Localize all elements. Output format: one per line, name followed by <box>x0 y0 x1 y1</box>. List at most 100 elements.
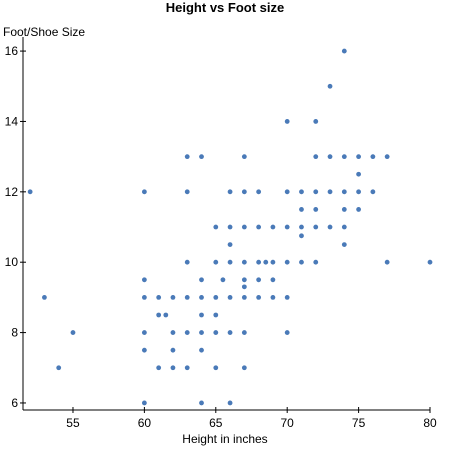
data-point <box>241 330 247 335</box>
data-point <box>170 330 176 335</box>
data-point <box>156 365 162 371</box>
data-point <box>199 277 204 283</box>
data-point <box>327 83 333 89</box>
data-point <box>327 189 333 195</box>
data-point <box>170 365 176 371</box>
data-point <box>184 294 190 300</box>
x-tick-label: 70 <box>281 416 295 430</box>
y-tick-label: 14 <box>5 114 19 128</box>
data-point <box>213 365 219 371</box>
data-point <box>299 259 304 265</box>
data-point <box>241 294 247 300</box>
x-axis-label: Height in inches <box>182 432 268 446</box>
data-point <box>341 242 347 248</box>
y-tick-label: 10 <box>5 255 19 269</box>
y-tick-label: 8 <box>11 326 18 340</box>
data-point <box>141 277 147 283</box>
data-point <box>27 189 33 195</box>
data-point <box>141 189 147 195</box>
y-axis-label: Foot/Shoe Size <box>3 25 86 39</box>
data-point <box>199 330 204 335</box>
data-point <box>327 154 333 160</box>
data-point <box>299 189 304 195</box>
data-point <box>256 224 262 230</box>
data-point <box>156 312 162 318</box>
data-point <box>141 330 147 335</box>
data-point <box>263 259 269 265</box>
data-point <box>220 277 226 283</box>
data-point <box>356 154 361 160</box>
data-point <box>163 312 169 318</box>
data-point <box>313 189 319 195</box>
data-point <box>356 189 361 195</box>
data-point <box>270 259 276 265</box>
data-point <box>170 294 176 300</box>
x-tick-label: 75 <box>352 416 366 430</box>
chart-title: Height vs Foot size <box>165 0 285 15</box>
y-tick-label: 12 <box>5 185 19 199</box>
data-point <box>256 277 262 283</box>
data-point <box>199 347 204 353</box>
data-point <box>427 259 433 265</box>
data-point <box>241 189 247 195</box>
data-point <box>170 347 176 353</box>
data-point <box>184 259 190 265</box>
data-point <box>313 119 319 124</box>
data-point <box>313 259 319 265</box>
data-point <box>356 207 361 212</box>
data-point <box>56 365 62 371</box>
data-point <box>227 224 233 230</box>
data-point <box>341 48 347 54</box>
data-point <box>270 277 276 283</box>
data-point <box>199 312 204 318</box>
data-point <box>299 224 304 230</box>
data-point <box>227 259 233 265</box>
data-point <box>227 400 233 406</box>
x-tick-label: 80 <box>423 416 437 430</box>
y-tick-label: 16 <box>5 44 19 58</box>
data-point <box>341 154 347 160</box>
data-point <box>370 154 376 160</box>
data-point <box>70 330 76 335</box>
data-point <box>313 154 319 160</box>
data-point <box>384 154 390 160</box>
x-tick-label: 55 <box>66 416 80 430</box>
data-point <box>341 189 347 195</box>
data-point <box>184 365 190 371</box>
data-point <box>213 259 219 265</box>
data-point <box>284 189 290 195</box>
data-point <box>256 189 262 195</box>
data-point <box>141 400 147 406</box>
data-point <box>141 347 147 353</box>
data-point <box>284 259 290 265</box>
data-point <box>356 171 361 177</box>
data-point <box>299 207 304 212</box>
data-point <box>313 224 319 230</box>
data-point <box>156 294 162 300</box>
data-point <box>199 154 204 160</box>
data-point <box>213 330 219 335</box>
data-point <box>227 242 233 248</box>
x-tick-label: 65 <box>209 416 223 430</box>
data-point <box>341 207 347 212</box>
data-point <box>256 294 262 300</box>
data-point <box>241 259 247 265</box>
data-point <box>241 284 247 290</box>
data-point <box>270 294 276 300</box>
data-point <box>213 294 219 300</box>
data-point <box>141 294 147 300</box>
data-point <box>184 330 190 335</box>
y-tick-label: 6 <box>11 396 18 410</box>
data-point <box>241 277 247 283</box>
data-point <box>227 189 233 195</box>
data-point <box>184 189 190 195</box>
data-point <box>341 224 347 230</box>
data-point <box>299 233 304 239</box>
data-point <box>241 154 247 160</box>
data-point <box>256 259 262 265</box>
data-point <box>284 224 290 230</box>
data-point <box>213 224 219 230</box>
data-point <box>184 154 190 160</box>
